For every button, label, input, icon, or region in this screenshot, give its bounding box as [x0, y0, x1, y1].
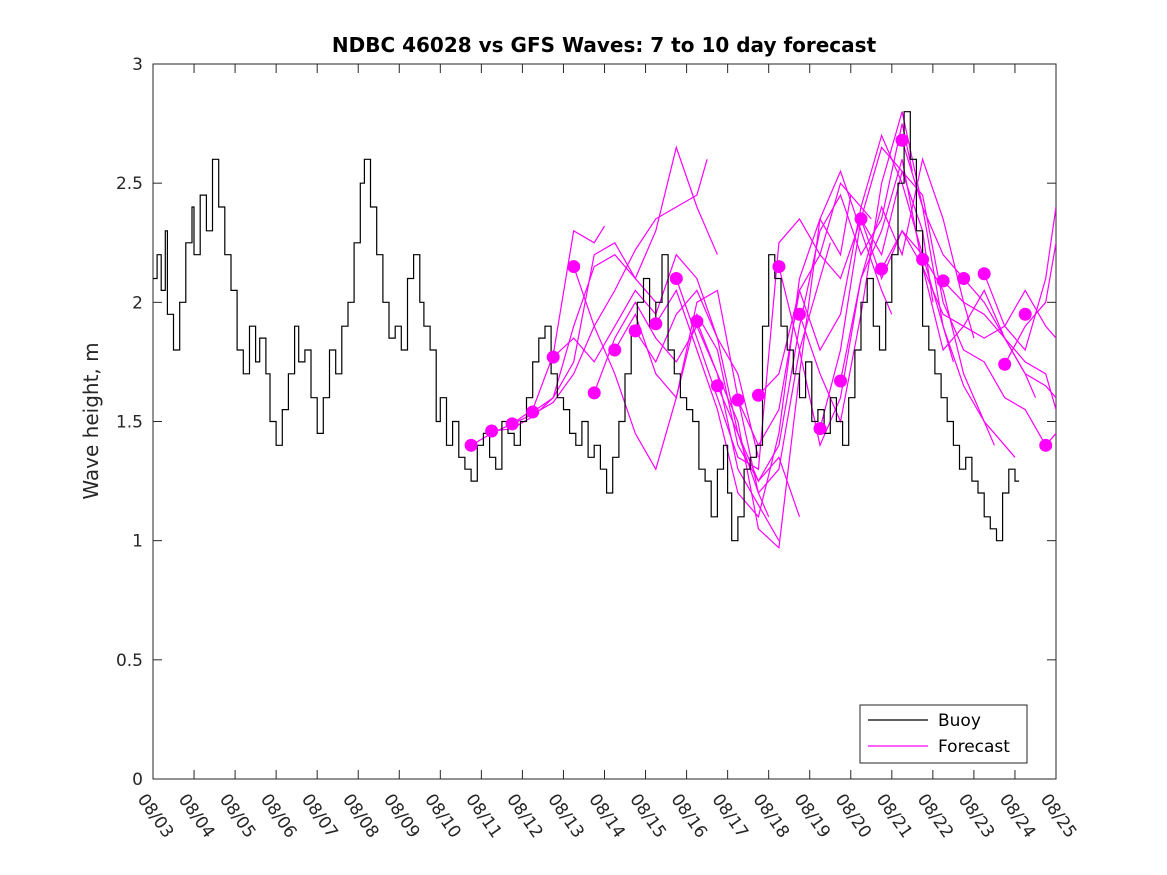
forecast-point: [731, 393, 745, 407]
forecast-point: [608, 343, 622, 357]
legend-forecast-label: Forecast: [938, 737, 1010, 757]
forecast-point: [1039, 438, 1053, 452]
buoy-series-line: [153, 111, 1020, 542]
x-tick-label: 08/15: [625, 790, 669, 842]
x-tick-label: 08/12: [502, 790, 546, 842]
x-tick-label: 08/20: [831, 790, 875, 842]
x-tick-label: 08/16: [666, 790, 710, 842]
x-tick-label: 08/07: [297, 790, 341, 842]
forecast-point: [916, 252, 930, 266]
forecast-series-line: [1004, 242, 1056, 365]
forecast-series-line: [511, 159, 708, 425]
forecast-point: [628, 324, 642, 338]
x-tick-label: 08/09: [379, 790, 423, 842]
x-tick-label: 08/21: [872, 790, 916, 842]
forecast-point: [710, 379, 724, 393]
x-tick-label: 08/06: [256, 790, 300, 842]
x-tick-label: 08/05: [215, 790, 259, 842]
plot-area: 00.511.522.5308/0308/0408/0508/0608/0708…: [116, 55, 1080, 842]
forecast-point: [690, 314, 704, 328]
forecast-point: [649, 317, 663, 331]
y-tick-label: 3: [132, 55, 143, 75]
forecast-series-line: [942, 280, 1056, 410]
axes-box: [152, 63, 1057, 780]
forecast-series-line: [757, 133, 954, 396]
forecast-point: [875, 262, 889, 276]
legend-buoy-label: Buoy: [938, 711, 981, 731]
y-tick-label: 1.5: [116, 413, 143, 433]
forecast-point: [936, 274, 950, 288]
forecast-series-line: [798, 111, 995, 446]
forecast-point: [751, 388, 765, 402]
forecast-series-line: [860, 170, 1056, 447]
y-tick-label: 0.5: [116, 651, 143, 671]
x-tick-label: 08/10: [420, 790, 464, 842]
forecast-point: [1018, 307, 1032, 321]
y-tick-label: 2: [132, 293, 143, 313]
forecast-point: [854, 212, 868, 226]
x-tick-label: 08/18: [749, 790, 793, 842]
x-tick-label: 08/17: [708, 790, 752, 842]
forecast-series-line: [593, 301, 780, 541]
forecast-series-line: [778, 157, 975, 448]
x-tick-label: 08/24: [995, 790, 1039, 842]
forecast-point: [567, 260, 581, 274]
forecast-point: [485, 424, 499, 438]
forecast-series-line: [983, 206, 1056, 352]
forecast-point: [792, 307, 806, 321]
forecast-point: [998, 357, 1012, 371]
forecast-series-line: [614, 312, 801, 517]
forecast-point: [526, 405, 540, 419]
x-tick-label: 08/19: [790, 790, 834, 842]
forecast-point: [772, 260, 786, 274]
forecast-point: [834, 374, 848, 388]
forecast-point: [505, 417, 519, 431]
y-tick-label: 2.5: [116, 174, 143, 194]
x-tick-label: 08/03: [133, 790, 177, 842]
x-tick-label: 08/04: [174, 790, 218, 842]
x-tick-label: 08/14: [584, 790, 628, 842]
chart-title: NDBC 46028 vs GFS Waves: 7 to 10 day for…: [332, 33, 877, 57]
forecast-series-line: [881, 229, 1056, 339]
x-tick-label: 08/11: [461, 790, 505, 842]
x-tick-label: 08/25: [1036, 790, 1080, 842]
x-tick-label: 08/23: [954, 790, 998, 842]
y-axis-label: Wave height, m: [79, 342, 103, 499]
x-tick-label: 08/08: [338, 790, 382, 842]
forecast-point: [977, 267, 991, 281]
forecast-series-line: [737, 146, 934, 447]
y-tick-label: 0: [132, 770, 143, 790]
data-layer: [153, 111, 1056, 550]
forecast-series-line: [491, 241, 657, 432]
forecast-point: [957, 272, 971, 285]
forecast-point: [895, 133, 909, 147]
x-tick-label: 08/13: [543, 790, 587, 842]
forecast-series-line: [901, 140, 1056, 399]
legend-box: [859, 704, 1028, 764]
forecast-point: [464, 438, 478, 452]
forecast-point: [587, 386, 601, 400]
legend: Buoy Forecast: [859, 704, 1028, 764]
x-tick-label: 08/22: [913, 790, 957, 842]
forecast-point: [813, 422, 827, 436]
y-tick-label: 1: [132, 532, 143, 552]
forecast-point: [546, 350, 560, 364]
forecast-series-line: [532, 145, 718, 413]
forecast-series-line: [716, 123, 913, 483]
forecast-point: [669, 272, 683, 285]
